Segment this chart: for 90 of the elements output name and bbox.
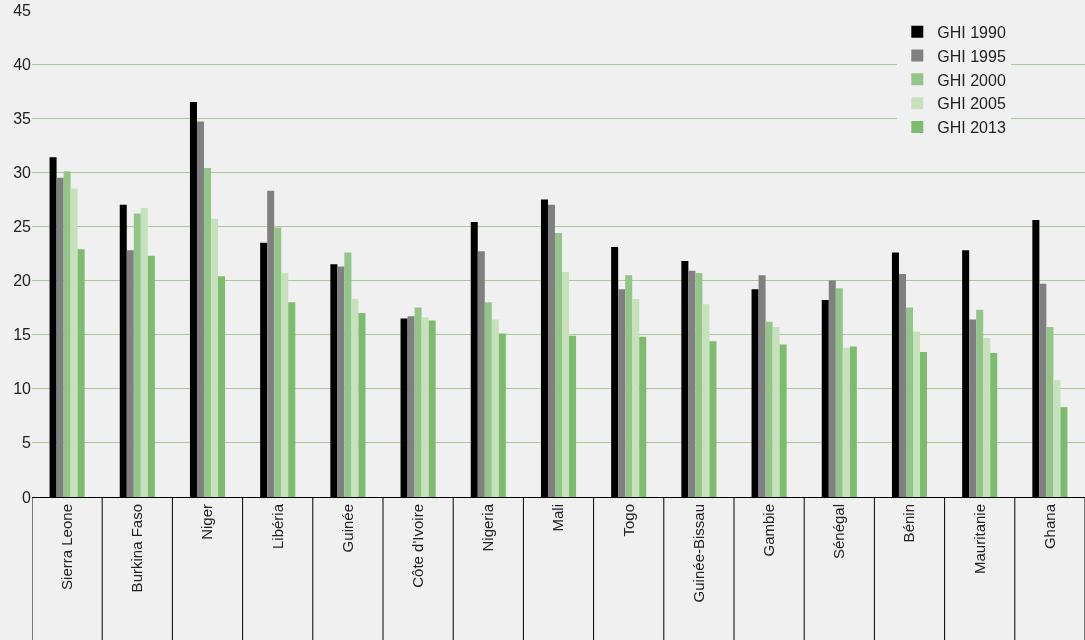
bar bbox=[274, 227, 282, 497]
y-tick-label: 45 bbox=[13, 1, 32, 19]
x-tick-label: Mauritanie bbox=[970, 504, 988, 575]
bar bbox=[842, 347, 850, 497]
bar bbox=[562, 271, 570, 497]
bar bbox=[358, 313, 366, 497]
legend-label: GHI 1990 bbox=[937, 24, 1006, 42]
bar bbox=[484, 302, 492, 497]
bar bbox=[267, 190, 275, 497]
bar bbox=[281, 272, 289, 497]
y-tick-label: 0 bbox=[22, 488, 32, 506]
bar bbox=[1039, 283, 1047, 497]
x-tick-label: Bénin bbox=[900, 504, 918, 543]
x-tick-label: Guinée-Bissau bbox=[689, 504, 707, 603]
bar bbox=[569, 335, 577, 497]
legend-label: GHI 2000 bbox=[937, 71, 1006, 89]
bar bbox=[63, 171, 71, 497]
bar bbox=[288, 302, 296, 497]
bar bbox=[1053, 380, 1061, 497]
y-tick-label: 40 bbox=[13, 55, 32, 73]
bar bbox=[491, 319, 499, 497]
bar bbox=[969, 319, 977, 497]
bar bbox=[70, 188, 78, 497]
bar bbox=[196, 121, 204, 497]
x-tick-label: Côte d'Ivoire bbox=[408, 504, 426, 588]
bar bbox=[695, 272, 703, 497]
x-tick-label: Togo bbox=[619, 504, 637, 537]
bar bbox=[772, 327, 780, 497]
y-tick-label: 25 bbox=[13, 218, 32, 236]
bar bbox=[351, 298, 359, 497]
bar bbox=[639, 336, 647, 497]
bar bbox=[498, 333, 506, 497]
y-tick-label: 15 bbox=[13, 326, 32, 344]
y-tick-label: 10 bbox=[13, 380, 32, 398]
y-tick-label: 35 bbox=[13, 109, 32, 127]
bar bbox=[133, 213, 141, 497]
bar bbox=[147, 255, 155, 497]
legend-label: GHI 1995 bbox=[937, 47, 1006, 65]
x-tick-label: Ghana bbox=[1040, 503, 1058, 550]
bar bbox=[218, 276, 226, 497]
bar bbox=[547, 204, 555, 497]
bar bbox=[56, 177, 64, 497]
bar bbox=[414, 307, 422, 497]
bar bbox=[421, 317, 429, 497]
bar bbox=[688, 270, 696, 497]
bar bbox=[835, 288, 843, 497]
bar bbox=[765, 321, 773, 497]
bar bbox=[905, 307, 914, 497]
bar bbox=[779, 344, 787, 497]
x-tick-label: Sierra Leone bbox=[57, 504, 75, 590]
bar bbox=[625, 275, 633, 497]
y-tick-label: 5 bbox=[22, 434, 32, 452]
bar bbox=[77, 249, 85, 497]
x-tick-label: Niger bbox=[198, 504, 216, 540]
bar bbox=[709, 341, 717, 497]
x-tick-label: Guinée bbox=[338, 504, 356, 553]
x-tick-label: Burkina Faso bbox=[128, 504, 146, 593]
legend-label: GHI 2005 bbox=[937, 95, 1006, 113]
legend-label: GHI 2013 bbox=[937, 119, 1006, 137]
bar bbox=[211, 218, 219, 497]
bar bbox=[477, 251, 485, 497]
bar bbox=[337, 266, 345, 497]
bar bbox=[140, 208, 148, 497]
bar bbox=[554, 232, 563, 497]
bar bbox=[983, 337, 991, 497]
x-tick-label: Sénégal bbox=[830, 504, 848, 560]
bar bbox=[898, 274, 906, 497]
x-tick-label: Nigeria bbox=[479, 503, 497, 552]
bar bbox=[126, 250, 134, 497]
bar bbox=[203, 168, 212, 497]
y-tick-label: 20 bbox=[13, 272, 32, 290]
bar bbox=[849, 346, 857, 497]
bar bbox=[990, 353, 998, 497]
bar bbox=[702, 304, 710, 497]
bar bbox=[632, 298, 640, 497]
x-tick-label: Libéria bbox=[268, 503, 286, 550]
bar bbox=[920, 351, 928, 497]
bar bbox=[828, 280, 836, 497]
bar bbox=[618, 289, 626, 497]
bar bbox=[913, 331, 921, 497]
bar bbox=[976, 309, 984, 497]
bar bbox=[758, 275, 766, 497]
y-tick-label: 30 bbox=[13, 163, 32, 181]
bar bbox=[344, 252, 352, 497]
bar bbox=[407, 316, 415, 497]
x-tick-label: Mali bbox=[549, 504, 567, 532]
x-tick-label: Gambie bbox=[759, 504, 777, 557]
bar bbox=[428, 320, 436, 497]
bar bbox=[1060, 407, 1068, 497]
bar bbox=[1046, 327, 1054, 497]
